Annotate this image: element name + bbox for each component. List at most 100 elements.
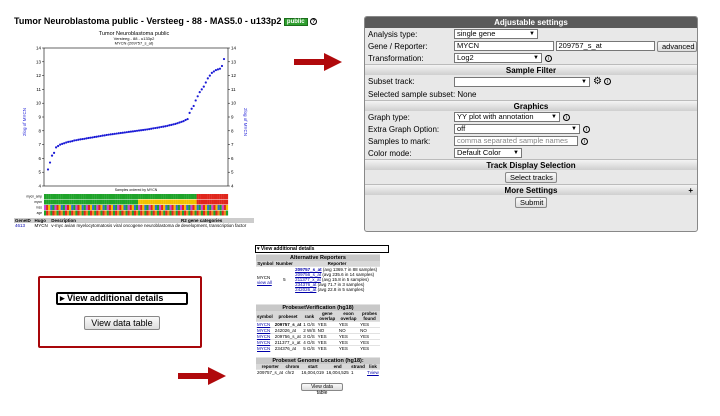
table-cell[interactable]: MYCN — [256, 333, 274, 340]
track-cell — [62, 205, 66, 210]
track-cell — [142, 205, 145, 210]
table-cell: NO — [337, 327, 360, 334]
track-cell — [215, 194, 218, 199]
table-row: MYCN 242026_at 2 W/S NO NO NO — [256, 327, 380, 334]
track-cell — [138, 210, 141, 216]
gear-icon[interactable]: ⚙ — [593, 76, 602, 87]
track-cell — [136, 199, 139, 205]
alt-reporter-item[interactable]: 211377_x_at (avg 15.8 in 5 samples) — [295, 277, 379, 282]
samples-mark-input[interactable]: comma separated sample names — [454, 136, 578, 146]
track-cell — [161, 210, 164, 216]
plus-icon[interactable]: + — [688, 186, 693, 195]
track-cell — [182, 199, 185, 205]
color-mode-select[interactable]: Default Color ▼ — [454, 148, 522, 158]
track-cell — [217, 199, 220, 205]
alt-reporter-item[interactable]: 242026_at (avg 22.8 in 5 samples) — [295, 287, 379, 292]
alt-reporter-link[interactable]: 234376_at — [295, 282, 317, 287]
track-cell — [175, 205, 178, 210]
track-cell — [184, 210, 187, 216]
transformation-select[interactable]: Log2 ▼ — [454, 53, 542, 63]
data-point — [50, 154, 54, 157]
table-cell: 1 G/S — [302, 321, 317, 328]
subset-track-select[interactable]: ▼ — [454, 76, 590, 87]
table-cell[interactable]: MYCN — [256, 339, 274, 346]
track-cell — [104, 199, 107, 205]
alt-reporter-item[interactable]: 209756_s_at (avg 235.6 in 14 samples) — [295, 272, 379, 277]
gene-id-link[interactable]: 4613 — [15, 223, 26, 228]
graph-type-select[interactable]: YY plot with annotation ▼ — [454, 112, 560, 122]
submit-button[interactable]: Submit — [515, 196, 547, 208]
track-cell — [148, 199, 151, 205]
track-cell — [104, 210, 107, 216]
zoomed-details-callout: ▸ View additional details View data tabl… — [38, 276, 202, 348]
track-cell — [75, 205, 78, 210]
track-cell — [106, 194, 109, 199]
alt-reporter-item[interactable]: 209757_s_at (avg 1369.7 in 88 samples) — [295, 267, 379, 272]
select-tracks-button[interactable]: Select tracks — [505, 171, 557, 183]
track-cell — [52, 199, 55, 205]
track-cell — [215, 199, 218, 205]
view-data-table-button[interactable]: View data table — [84, 316, 160, 330]
track-cell — [81, 199, 84, 205]
data-point — [150, 127, 153, 130]
view-additional-details-toggle[interactable]: ▾ View additional details — [255, 245, 389, 253]
advanced-button[interactable]: advanced — [657, 40, 697, 52]
table-cell[interactable]: MYCN — [256, 321, 274, 328]
alt-reporter-item[interactable]: 234376_at (avg 71.7 in 3 samples) — [295, 282, 379, 287]
track-cell — [144, 194, 147, 199]
info-icon[interactable]: i — [563, 113, 570, 121]
info-icon[interactable]: i — [545, 54, 552, 62]
data-point — [162, 125, 165, 128]
data-point — [93, 135, 96, 139]
table-cell: 3 G/S — [302, 333, 317, 340]
track-cell — [115, 199, 118, 205]
track-cell — [69, 194, 72, 199]
track-cell — [54, 199, 57, 205]
track-cell — [100, 210, 103, 216]
track-cell — [67, 199, 70, 205]
track-cell — [85, 205, 89, 210]
track-cell — [169, 205, 172, 210]
table-cell: YES — [316, 339, 338, 346]
track-cell — [64, 194, 68, 199]
analysis-type-select[interactable]: single gene ▼ — [454, 29, 538, 39]
view-all-link[interactable]: view all — [257, 279, 272, 285]
pv-column-header: gene overlap — [316, 311, 338, 322]
track-cell — [44, 205, 47, 210]
y-tick-label: 5 — [38, 170, 41, 175]
extra-option-label: Extra Graph Option: — [368, 124, 440, 134]
alt-reporter-link[interactable]: 242026_at — [295, 287, 317, 292]
reporter-input[interactable]: 209757_s_at — [555, 41, 655, 51]
track-cell — [200, 199, 204, 205]
extra-option-select[interactable]: off ▼ — [454, 124, 580, 134]
track-cell — [79, 194, 82, 199]
track-cell — [77, 205, 80, 210]
track-cell — [56, 199, 59, 205]
table-cell[interactable]: Tview — [366, 369, 380, 375]
alt-reporter-link[interactable]: 209757_s_at — [295, 267, 322, 272]
alt-reporter-link[interactable]: 209756_s_at — [295, 272, 322, 277]
view-data-table-button[interactable]: View data table — [301, 383, 343, 396]
track-cell — [154, 194, 158, 199]
more-settings-header[interactable]: More Settings + — [365, 184, 697, 195]
gene-input[interactable]: MYCN — [454, 41, 554, 51]
track-cell — [167, 199, 170, 205]
data-point — [97, 135, 100, 138]
info-icon[interactable]: i — [583, 125, 590, 133]
table-cell: YES — [359, 321, 380, 328]
alt-reporter-link[interactable]: 211377_x_at — [295, 277, 321, 282]
table-cell: YES — [337, 333, 360, 340]
track-cell — [142, 194, 145, 199]
info-icon[interactable]: ? — [310, 18, 318, 26]
track-cell — [136, 205, 139, 210]
table-cell[interactable]: MYCN — [256, 345, 274, 351]
table-cell[interactable]: MYCN — [256, 327, 274, 334]
data-point — [121, 131, 124, 134]
info-icon[interactable]: i — [581, 137, 588, 145]
info-icon[interactable]: i — [603, 78, 611, 85]
track-cell — [44, 194, 47, 199]
track-cell — [110, 205, 114, 210]
track-cell — [225, 210, 229, 216]
view-additional-details-toggle[interactable]: ▸ View additional details — [56, 292, 188, 305]
arrow-right-icon — [294, 53, 342, 71]
